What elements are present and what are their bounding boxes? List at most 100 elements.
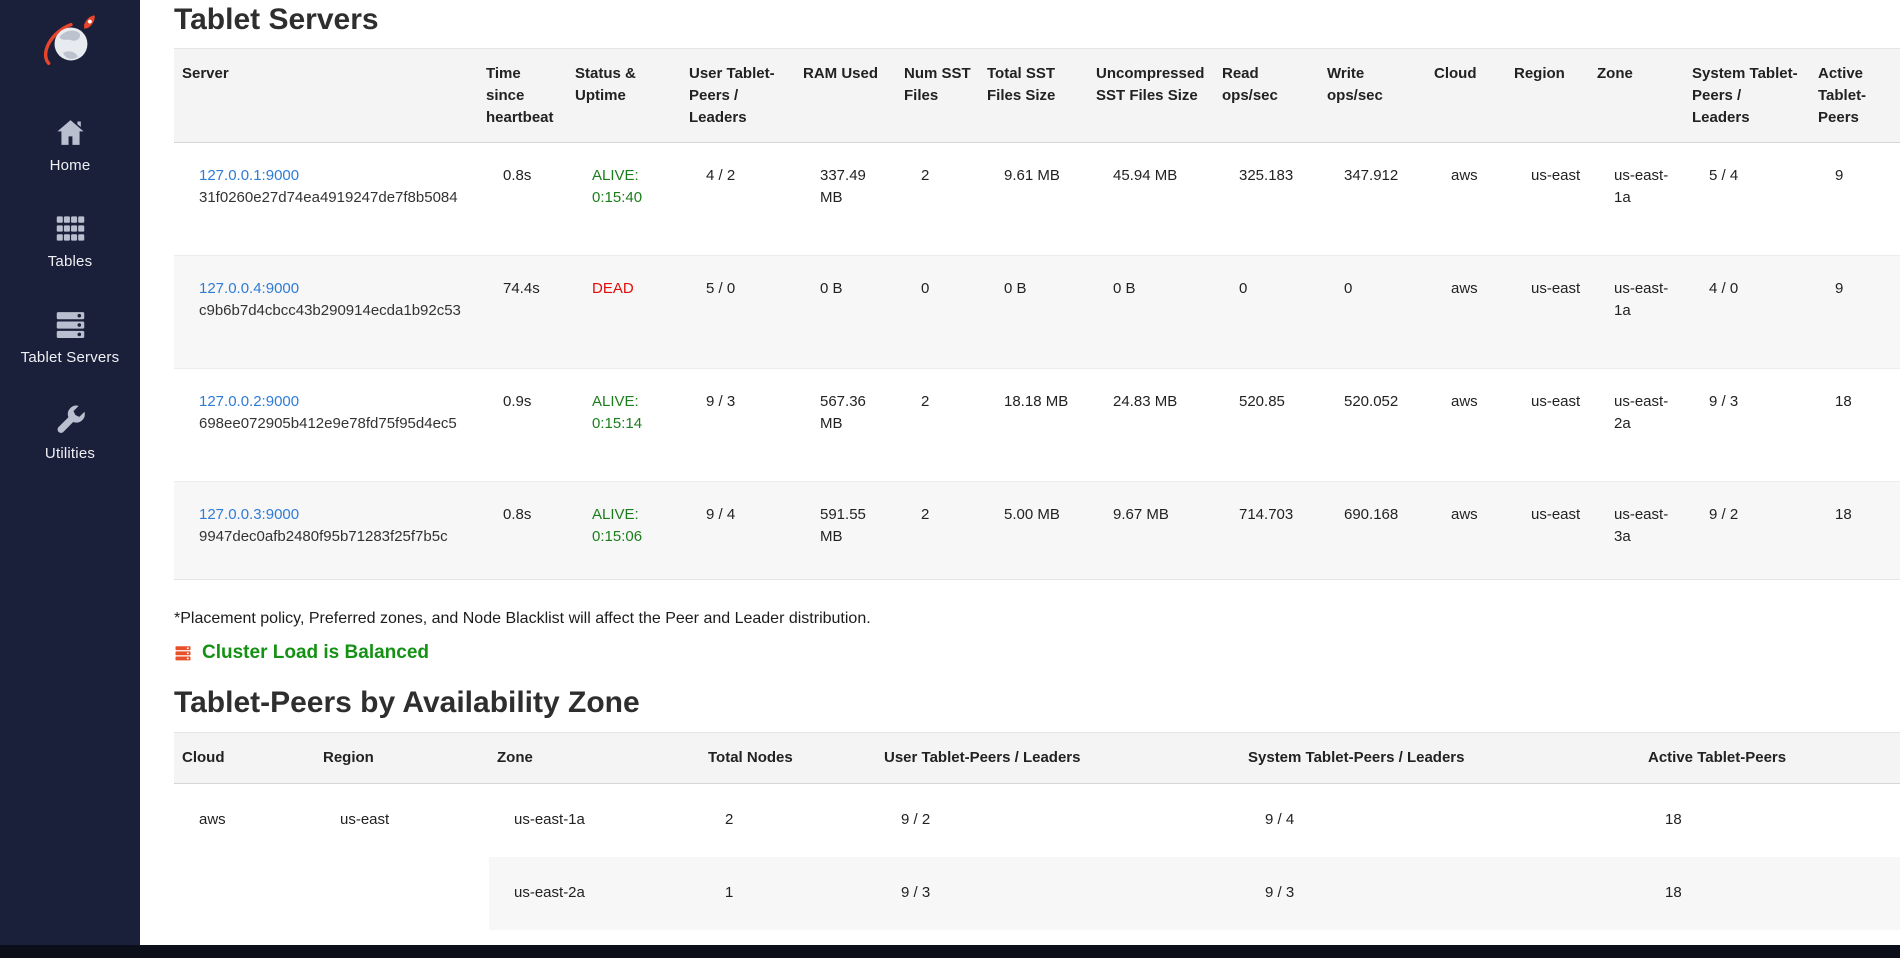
sidebar: Home Tables Tablet Servers <box>0 0 140 958</box>
cell-active: 9 <box>1835 167 1844 185</box>
cell-server: 127.0.0.1:9000 31f0260e27d74ea4919247de7… <box>174 143 478 256</box>
cell-sst-size: 5.00 MB <box>1004 506 1060 524</box>
uptime-value: 0:15:40 <box>592 189 643 206</box>
cell-read-ops: 714.703 <box>1239 506 1294 524</box>
cell-write-ops: 520.052 <box>1344 393 1399 411</box>
cell-sys-peers: 9 / 2 <box>1709 506 1739 524</box>
az-table: Cloud Region Zone Total Nodes User Table… <box>174 732 1900 958</box>
home-icon <box>56 120 84 145</box>
table-row: 127.0.0.4:9000 c9b6b7d4cbcc43b290914ecda… <box>174 255 1900 369</box>
cell-sys-peers: 9 / 3 <box>1265 883 1295 901</box>
col-header-heartbeat: Time since heartbeat <box>478 47 567 144</box>
cell-read-ops: 325.183 <box>1239 167 1294 185</box>
az-section-title: Tablet-Peers by Availability Zone <box>174 686 640 720</box>
cell-zone: us-east-1a <box>1614 280 1669 319</box>
cell-server: 127.0.0.2:9000 698ee072905b412e9e78fd75f… <box>174 369 478 482</box>
server-link[interactable]: 127.0.0.1:9000 <box>199 167 300 185</box>
col-header-num-sst: Num SST Files <box>896 47 979 144</box>
cell-sys-peers: 9 / 4 <box>1265 811 1295 828</box>
col-header-status: Status & Uptime <box>567 47 681 144</box>
bottom-bar <box>0 945 1900 958</box>
col-header-zone: Zone <box>489 732 700 784</box>
table-row: 127.0.0.2:9000 698ee072905b412e9e78fd75f… <box>174 368 1900 482</box>
col-header-active: Active Tablet-Peers <box>1810 47 1900 144</box>
cell-region: us-east <box>1531 167 1581 185</box>
col-header-read: Read ops/sec <box>1214 47 1319 144</box>
cell-unc-sst: 45.94 MB <box>1113 167 1178 185</box>
server-stack-icon <box>56 312 84 338</box>
col-header-user-peers: User Tablet-Peers / Leaders <box>681 47 795 144</box>
cell-total-nodes: 2 <box>725 811 734 828</box>
table-row: 127.0.0.3:9000 9947dec0afb2480f95b71283f… <box>174 481 1900 580</box>
placement-policy-footnote: *Placement policy, Preferred zones, and … <box>174 610 871 628</box>
col-header-sys-peers: System Tablet-Peers / Leaders <box>1240 732 1640 784</box>
cell-write-ops: 0 <box>1344 280 1353 298</box>
cell-active: 18 <box>1835 393 1852 411</box>
table-row: aws us-east us-east-1a 2 9 / 2 9 / 4 18 <box>174 784 1900 857</box>
table-row: 127.0.0.1:9000 31f0260e27d74ea4919247de7… <box>174 143 1900 256</box>
cell-cloud: aws <box>199 811 226 828</box>
col-header-active-peers: Active Tablet-Peers <box>1640 732 1900 784</box>
cell-ram: 0 B <box>820 280 843 298</box>
main-content: Tablet Servers Server Time since heartbe… <box>140 0 1900 958</box>
cell-num-sst: 2 <box>921 393 930 411</box>
cell-active-peers: 18 <box>1665 883 1682 901</box>
server-link[interactable]: 127.0.0.3:9000 <box>199 506 300 524</box>
tablet-servers-table: Server Time since heartbeat Status & Upt… <box>174 47 1900 580</box>
cell-num-sst: 0 <box>921 280 930 298</box>
cell-ram: 337.49 MB <box>820 167 866 206</box>
status-label: ALIVE: <box>592 393 639 411</box>
cell-zone: us-east-1a <box>514 811 585 828</box>
cell-zone: us-east-2a <box>1614 393 1669 432</box>
table-header-row: Server Time since heartbeat Status & Upt… <box>174 47 1900 144</box>
col-header-write: Write ops/sec <box>1319 47 1426 144</box>
uptime-value: 0:15:14 <box>592 415 643 432</box>
sidebar-nav: Home Tables Tablet Servers <box>21 116 120 500</box>
server-link[interactable]: 127.0.0.2:9000 <box>199 393 300 411</box>
cell-sys-peers: 9 / 3 <box>1709 393 1739 411</box>
status-label: DEAD <box>592 280 634 298</box>
cell-user-peers: 4 / 2 <box>706 167 736 185</box>
col-header-unc-sst: Uncompressed SST Files Size <box>1088 47 1214 144</box>
cell-unc-sst: 0 B <box>1113 280 1136 298</box>
cluster-load-text: Cluster Load is Balanced <box>202 642 430 664</box>
server-link[interactable]: 127.0.0.4:9000 <box>199 280 300 298</box>
sidebar-item-tables[interactable]: Tables <box>48 212 93 270</box>
cell-region: us-east <box>1531 506 1581 524</box>
cell-region: us-east <box>340 811 390 828</box>
cell-ram: 567.36 MB <box>820 393 866 432</box>
cell-status: DEAD <box>567 256 681 369</box>
server-uuid: c9b6b7d4cbcc43b290914ecda1b92c53 <box>199 302 461 319</box>
cell-total-nodes: 1 <box>725 883 734 901</box>
cell-status: ALIVE: 0:15:14 <box>567 369 681 482</box>
cell-zone: us-east-2a <box>514 883 585 901</box>
cell-cloud: aws <box>1451 167 1478 185</box>
sidebar-item-label: Home <box>49 157 91 174</box>
cell-zone: us-east-3a <box>1614 506 1669 545</box>
cell-active: 9 <box>1835 280 1844 298</box>
table-grid-icon <box>56 216 84 241</box>
cell-zone: us-east-1a <box>1614 167 1669 206</box>
table-header-row: Cloud Region Zone Total Nodes User Table… <box>174 732 1900 784</box>
sidebar-item-home[interactable]: Home <box>50 116 91 174</box>
cell-unc-sst: 24.83 MB <box>1113 393 1178 411</box>
sidebar-item-utilities[interactable]: Utilities <box>45 404 95 462</box>
uptime-value: 0:15:06 <box>592 528 643 545</box>
cell-heartbeat: 0.8s <box>503 506 532 524</box>
load-balancer-icon <box>175 646 191 661</box>
cell-cloud: aws <box>1451 393 1478 411</box>
sidebar-item-tablet-servers[interactable]: Tablet Servers <box>21 308 120 366</box>
server-uuid: 9947dec0afb2480f95b71283f25f7b5c <box>199 528 448 545</box>
cell-write-ops: 690.168 <box>1344 506 1399 524</box>
page-title: Tablet Servers <box>174 3 379 36</box>
col-header-total-nodes: Total Nodes <box>700 732 876 784</box>
cell-heartbeat: 0.9s <box>503 393 532 411</box>
cell-sst-size: 0 B <box>1004 280 1027 298</box>
cell-user-peers: 5 / 0 <box>706 280 736 298</box>
col-header-cloud: Cloud <box>1426 47 1506 144</box>
cell-sst-size: 9.61 MB <box>1004 167 1060 185</box>
sidebar-item-label: Utilities <box>44 445 96 462</box>
col-header-server: Server <box>174 47 478 144</box>
server-uuid: 31f0260e27d74ea4919247de7f8b5084 <box>199 189 458 206</box>
